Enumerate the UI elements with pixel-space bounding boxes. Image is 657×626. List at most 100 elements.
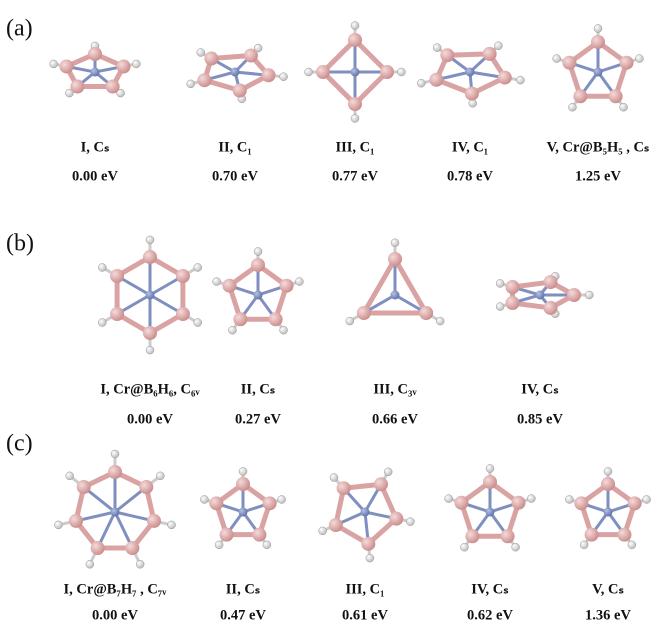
energy: 0.62 eV [467, 607, 513, 623]
structure-label: II, C₁ [218, 139, 251, 155]
b-atom [465, 87, 479, 101]
cr-atom [486, 508, 495, 517]
h-atom [194, 263, 202, 271]
cr-atom [361, 508, 370, 517]
b-atom [498, 71, 512, 85]
b-atom [389, 512, 403, 526]
b-atom [609, 89, 623, 103]
structure-label: IV, Cₛ [471, 581, 509, 597]
energy: 1.36 eV [585, 607, 631, 623]
cr-atom [594, 68, 603, 77]
h-atom [346, 317, 354, 325]
h-atom [215, 541, 223, 549]
structure-label: II, Cₛ [241, 381, 276, 397]
h-atom [98, 263, 106, 271]
h-atom [460, 543, 468, 551]
b-atom [337, 481, 351, 495]
b-atom [176, 307, 190, 321]
b-atom [544, 275, 558, 289]
b-atom [139, 480, 153, 494]
h-atom [568, 103, 576, 111]
h-atom [417, 79, 425, 87]
b-atom [483, 475, 497, 489]
h-atom [445, 495, 453, 503]
h-atom [263, 541, 271, 549]
b-atom [117, 59, 131, 73]
h-atom [433, 44, 441, 52]
h-atom [494, 42, 502, 50]
h-atom [496, 279, 504, 287]
h-atom [351, 22, 359, 30]
cr-atom [351, 68, 360, 77]
h-atom [391, 239, 399, 247]
structure-label: I, Cr@B₆H₆, C₆ᵥ [100, 381, 200, 397]
b-atom [361, 537, 375, 551]
h-atom [156, 472, 164, 480]
structure-label: I, Cₛ [81, 139, 110, 155]
h-atom [200, 495, 208, 503]
h-atom [239, 467, 247, 475]
energy: 0.00 eV [127, 411, 173, 427]
b-atom [374, 477, 388, 491]
h-atom [406, 518, 414, 526]
energy: 0.70 eV [212, 168, 258, 184]
b-atom [88, 47, 102, 61]
energy: 0.00 eV [92, 607, 138, 623]
b-atom [380, 65, 394, 79]
cr-atom [239, 508, 248, 517]
h-atom [635, 55, 643, 63]
cr-atom [91, 68, 100, 77]
structure-label: V, Cₛ [592, 581, 624, 597]
b-atom [69, 514, 83, 528]
h-atom [86, 560, 94, 568]
b-atom [573, 89, 587, 103]
b-atom [147, 514, 161, 528]
h-atom [496, 303, 504, 311]
cr-atom [254, 291, 263, 300]
b-atom [544, 301, 558, 315]
cr-atom [536, 291, 545, 300]
energy: 0.61 eV [342, 607, 388, 623]
h-atom [98, 319, 106, 327]
h-atom [194, 319, 202, 327]
b-atom [143, 326, 157, 340]
b-atom [233, 312, 247, 326]
b-atom [617, 528, 631, 542]
b-atom [348, 33, 362, 47]
h-atom [512, 543, 520, 551]
h-atom [278, 495, 286, 503]
energy: 0.77 eV [332, 168, 378, 184]
structure-label: V, Cr@B₅H₅ , Cₛ [547, 139, 650, 155]
h-atom [146, 346, 154, 354]
b-atom [125, 541, 139, 555]
h-atom [54, 521, 62, 529]
h-atom [305, 68, 313, 76]
b-atom [261, 68, 275, 82]
h-atom [213, 278, 221, 286]
h-atom [436, 317, 444, 325]
b-atom [628, 496, 642, 510]
cr-atom [231, 68, 240, 77]
b-atom [176, 269, 190, 283]
structure-label: I, Cr@B₇H₇ , C₇ᵥ [64, 581, 168, 597]
h-atom [643, 495, 651, 503]
h-atom [146, 236, 154, 244]
h-atom [66, 472, 74, 480]
molecules [50, 22, 651, 569]
b-atom [70, 80, 84, 94]
b-atom [263, 496, 277, 510]
cr-atom [604, 508, 613, 517]
b-atom [505, 296, 519, 310]
b-atom [269, 312, 283, 326]
b-atom [454, 496, 468, 510]
b-atom [108, 465, 122, 479]
energy: 0.78 eV [447, 168, 493, 184]
b-atom [110, 307, 124, 321]
b-atom [222, 279, 236, 293]
panel-label: (a) [6, 16, 33, 42]
b-atom [220, 528, 234, 542]
h-atom [295, 278, 303, 286]
h-atom [594, 25, 602, 33]
b-atom [280, 279, 294, 293]
b-atom [429, 73, 443, 87]
